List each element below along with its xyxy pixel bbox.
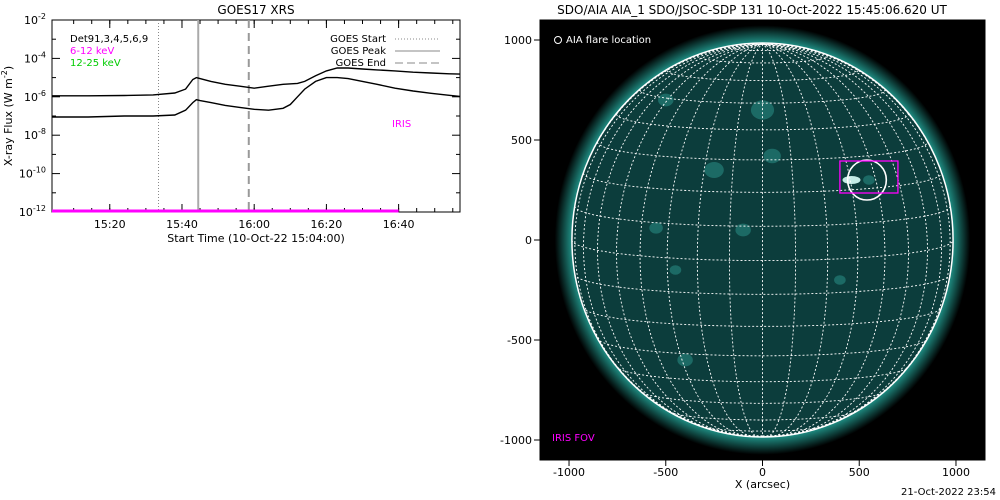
longitude-line — [582, 43, 763, 437]
iris-label: IRIS — [392, 119, 411, 130]
latitude-line — [582, 172, 943, 193]
corona-glow — [554, 25, 971, 455]
y-tick-label: 10-4 — [24, 50, 46, 65]
x-tick-label: 16:40 — [383, 218, 415, 231]
latitude-line — [616, 113, 909, 131]
legend-circle-marker — [554, 36, 562, 44]
legend-left-item: 12-25 keV — [70, 58, 121, 69]
longitude-line — [762, 43, 951, 437]
latitude-line — [639, 389, 886, 404]
flare-location-circle — [846, 159, 888, 201]
x-tick-label: 1000 — [942, 466, 970, 479]
legend-flare-label: AIA flare location — [566, 35, 651, 46]
longitude-line — [666, 43, 763, 437]
active-region — [649, 222, 663, 234]
legend-right-item: GOES Peak — [331, 46, 386, 57]
goes-xrs-chart: GOES17 XRS 10-2 10-4 10-6 10-8 10-10 10-12 15:2… — [0, 3, 461, 245]
y-tick-label: 10-8 — [24, 127, 46, 142]
legend-right-item: GOES Start — [330, 34, 386, 45]
x-tick-label: -1000 — [553, 466, 585, 479]
longitude-line — [571, 43, 763, 437]
x-tick-label: 15:20 — [94, 218, 126, 231]
latitude-line — [597, 141, 928, 161]
active-region — [750, 100, 775, 120]
longitude-line — [762, 43, 943, 437]
x-tick-label: 16:00 — [238, 218, 270, 231]
longitude-line — [574, 43, 763, 437]
latitude-line — [696, 55, 829, 64]
heliographic-grid — [571, 43, 954, 437]
active-region — [834, 275, 846, 285]
chart-title: GOES17 XRS — [217, 3, 294, 17]
flare-bright-spot — [842, 176, 861, 184]
longitude-line — [762, 43, 909, 437]
longitude-line — [762, 43, 954, 437]
y-tick-label: 10-6 — [24, 89, 46, 104]
longitude-line — [639, 43, 763, 437]
iris-fov-box — [839, 160, 899, 194]
y-tick-label: 0 — [525, 234, 532, 247]
latitude-line — [728, 432, 797, 437]
iris-fov-label: IRIS FOV — [552, 433, 595, 444]
latitude-line — [616, 365, 909, 383]
y-tick-label: 10-2 — [24, 12, 46, 27]
longitude-line — [762, 43, 928, 437]
active-region — [863, 175, 875, 185]
latitude-line — [729, 46, 796, 52]
longitude-line — [696, 43, 763, 437]
image-background — [540, 20, 985, 460]
longitude-line — [597, 43, 763, 437]
latitude-line — [571, 239, 954, 262]
y-tick-label: 1000 — [504, 34, 532, 47]
x-axis-label: Start Time (10-Oct-22 15:04:00) — [167, 232, 345, 245]
image-title: SDO/AIA AIA_1 SDO/JSOC-SDP 131 10-Oct-20… — [557, 3, 947, 17]
latitude-line — [639, 89, 886, 104]
longitude-line — [762, 43, 886, 437]
latitude-line — [574, 205, 951, 227]
active-region — [735, 223, 751, 237]
y-tick-label: -1000 — [500, 434, 532, 447]
x-tick-label: 16:20 — [311, 218, 343, 231]
legend-right-item: GOES End — [336, 58, 386, 69]
latitude-line — [582, 306, 943, 327]
longitude-line — [762, 43, 797, 437]
latitude-line — [574, 273, 951, 295]
active-region — [704, 162, 724, 178]
solar-limb — [571, 42, 954, 438]
flux-series-2 — [52, 76, 461, 118]
flux-series-1 — [52, 67, 461, 97]
legend-left-item: 6-12 keV — [70, 46, 114, 57]
active-region — [658, 93, 674, 107]
longitude-line — [762, 43, 859, 437]
latitude-line — [696, 423, 829, 432]
x-tick-label: -500 — [653, 466, 678, 479]
y-tick-label: -500 — [507, 334, 532, 347]
active-region — [763, 148, 781, 164]
y-axis-label: X-ray Flux (W m-2) — [0, 66, 15, 166]
longitude-line — [728, 43, 763, 437]
x-tick-label: 15:40 — [166, 218, 198, 231]
active-region — [677, 353, 693, 367]
longitude-line — [762, 43, 829, 437]
y-tick-label: 10-12 — [19, 204, 46, 219]
latitude-line — [666, 70, 859, 82]
image-frame — [539, 19, 986, 461]
x-axis-label: X (arcsec) — [735, 478, 790, 491]
solar-disk — [571, 43, 954, 437]
latitude-line — [597, 337, 928, 357]
legend-left-item: Det91,3,4,5,6,9 — [70, 34, 148, 45]
active-region — [669, 265, 682, 275]
latitude-line — [666, 409, 859, 421]
x-tick-label: 0 — [759, 466, 766, 479]
footer-timestamp: 21-Oct-2022 23:54 — [901, 487, 996, 498]
x-tick-label: 500 — [849, 466, 870, 479]
y-tick-label: 500 — [511, 134, 532, 147]
y-tick-label: 10-10 — [19, 166, 46, 181]
longitude-line — [616, 43, 763, 437]
